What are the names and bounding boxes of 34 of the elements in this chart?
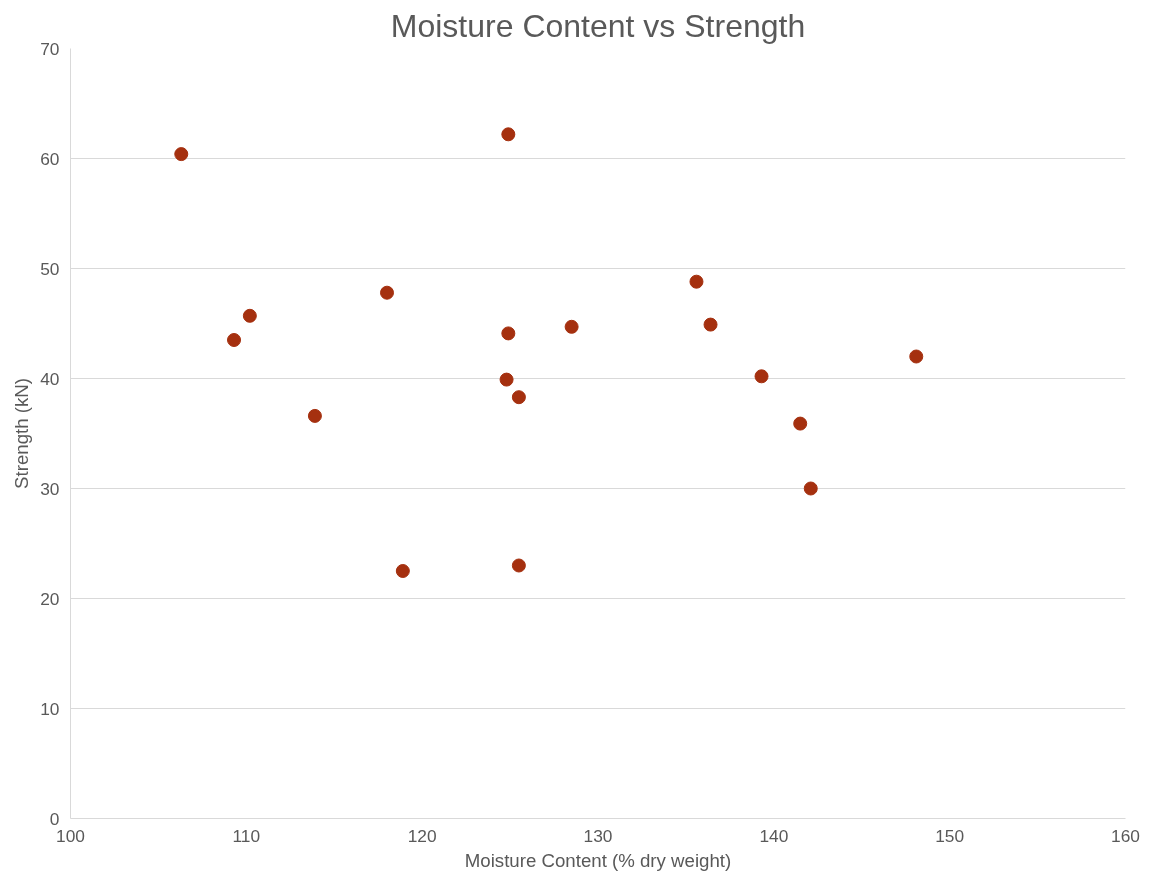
y-tick-label: 60: [40, 148, 60, 169]
point: [242, 308, 257, 323]
x-tick-label: 130: [583, 825, 613, 846]
point: [703, 317, 718, 332]
y-tick-label: 70: [40, 38, 60, 59]
point: [511, 558, 526, 573]
point: [754, 369, 769, 384]
point: [501, 326, 516, 341]
point: [803, 481, 818, 496]
point: [307, 408, 322, 423]
x-tick-label: 150: [935, 825, 965, 846]
y-tick-label: 40: [40, 368, 60, 389]
point: [511, 390, 526, 405]
x-tick-label: 110: [232, 825, 261, 846]
x-tick-label: 140: [759, 825, 789, 846]
x-axis-title: Moisture Content (% dry weight): [464, 849, 732, 871]
chart-title: Moisture Content vs Strength: [390, 7, 806, 44]
point: [793, 416, 808, 431]
point: [689, 274, 704, 289]
point: [227, 333, 242, 347]
point: [501, 127, 516, 142]
x-tick-label: 120: [407, 825, 437, 846]
point: [380, 285, 394, 300]
y-tick-label: 10: [40, 698, 60, 719]
point: [499, 372, 514, 387]
x-tick-label: 160: [1111, 825, 1140, 846]
y-axis-title: Strength (kN): [11, 378, 33, 489]
y-tick-label: 50: [40, 258, 60, 279]
point: [395, 564, 410, 578]
point: [909, 349, 924, 364]
point: [564, 319, 579, 334]
y-tick-label: 20: [40, 588, 60, 609]
y-tick-label: 30: [40, 478, 60, 499]
point: [174, 147, 189, 162]
